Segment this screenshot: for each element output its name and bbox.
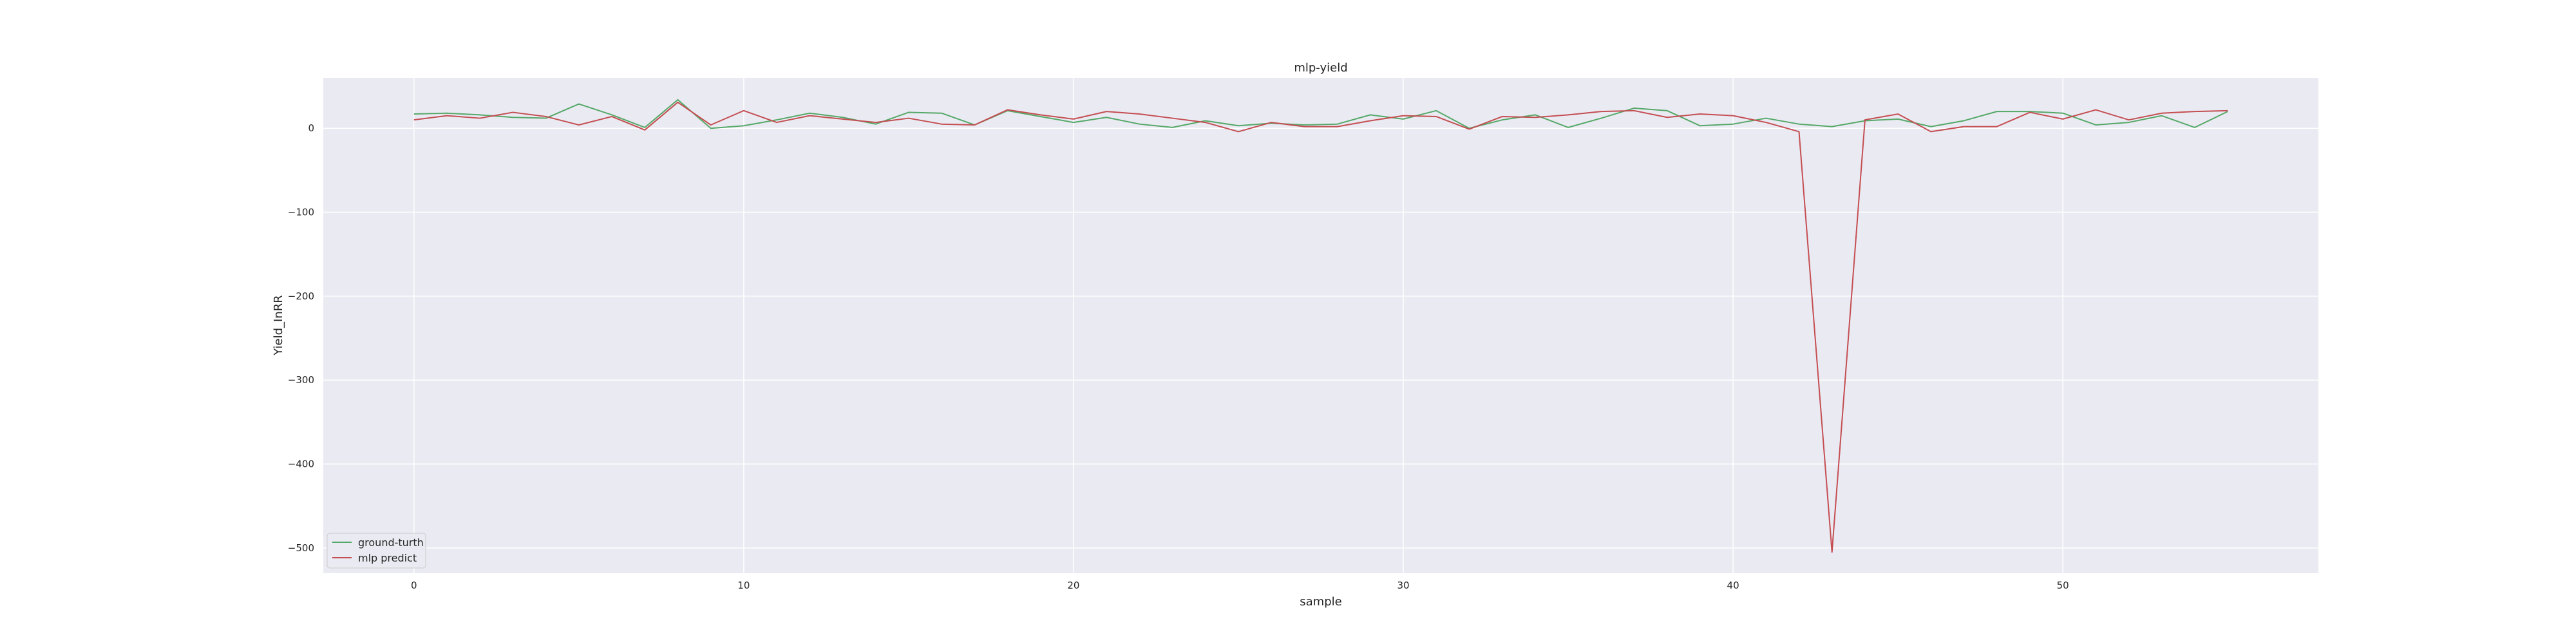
chart-title: mlp-yield [1294,61,1347,75]
y-tick-label: −500 [288,542,314,554]
y-tick-label: 0 [308,122,314,134]
series-layer [413,99,2228,553]
x-tick-label: 10 [737,580,750,591]
legend: ground-turth mlp predict [327,533,426,569]
x-tick-label: 40 [1727,580,1739,591]
x-tick-label: 20 [1067,580,1079,591]
legend-label-ground-turth: ground-turth [358,536,424,549]
x-tick-label: 0 [411,580,417,591]
x-tick-label: 50 [2057,580,2069,591]
x-tick-label: 30 [1397,580,1409,591]
x-axis-label: sample [1300,595,1341,609]
y-tick-label: −200 [288,290,314,302]
legend-box [327,533,426,569]
tick-layer: 0 10 20 30 40 50 0 −100 −200 −300 −400 −500 [288,122,2069,591]
y-tick-label: −300 [288,374,314,386]
plot-area-background [323,78,2318,573]
grid-layer [323,78,2318,573]
legend-label-mlp-predict: mlp predict [358,552,417,564]
y-tick-label: −400 [288,459,314,470]
y-axis-label: Yield_InRR [272,295,285,356]
series-line-ground-turth [413,99,2228,129]
series-line-mlp-predict [413,101,2228,553]
y-tick-label: −100 [288,207,314,218]
